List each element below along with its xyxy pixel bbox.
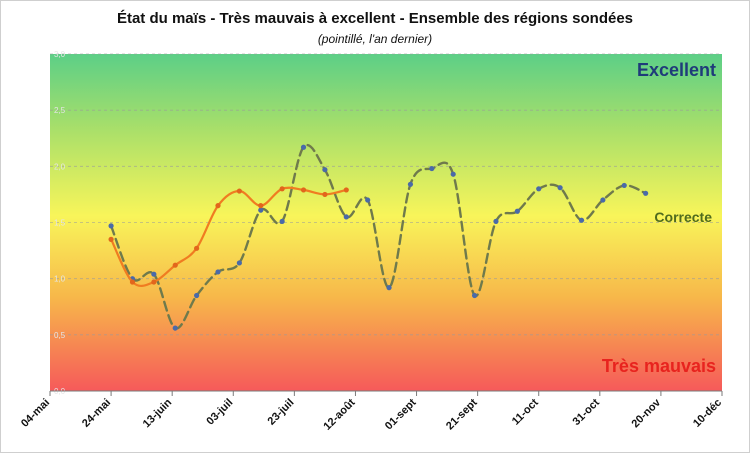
data-point (343, 214, 349, 220)
data-point (172, 325, 178, 331)
data-point (300, 144, 307, 150)
x-tick-label: 21-sept (444, 396, 480, 432)
data-point (194, 292, 200, 299)
series-line-dashed (109, 144, 647, 330)
band-label: Correcte (654, 209, 712, 225)
y-tick-label: 2,0 (54, 162, 66, 171)
y-tick-label: 1,5 (54, 219, 66, 228)
chart-subtitle: (pointillé, l'an dernier) (317, 32, 433, 46)
data-point (471, 292, 478, 299)
series-dashed (108, 144, 649, 331)
y-tick-label: 3,0 (54, 50, 66, 59)
data-point (215, 269, 221, 275)
x-tick-label: 11-oct (510, 396, 541, 427)
x-tick-label: 24-mai (80, 397, 113, 430)
data-point (129, 279, 136, 285)
band-label: Très mauvais (602, 356, 716, 376)
x-tick-label: 04-mai (19, 397, 52, 430)
data-point (386, 285, 392, 291)
x-tick-label: 01-sept (383, 396, 419, 432)
data-point (151, 279, 157, 285)
series-solid (108, 186, 349, 288)
data-point (514, 208, 520, 214)
data-point (643, 190, 649, 196)
series-layer (108, 144, 649, 331)
data-point (172, 262, 178, 268)
data-point (600, 197, 606, 203)
x-tick-label: 31-oct (571, 396, 603, 428)
data-point (429, 165, 435, 172)
data-point (108, 236, 114, 242)
data-point (536, 186, 542, 192)
data-point (194, 245, 200, 251)
y-tick-label: 0,5 (54, 331, 66, 340)
y-tick-label: 2,5 (54, 106, 66, 115)
data-point (279, 218, 285, 224)
data-point (343, 187, 349, 193)
data-point (407, 181, 414, 187)
data-point (322, 167, 328, 173)
data-point (151, 271, 157, 277)
data-point (236, 188, 242, 194)
data-point (215, 203, 221, 209)
data-point (493, 218, 499, 224)
data-point (300, 187, 307, 193)
x-tick-label: 23-juil (266, 397, 297, 428)
data-point (557, 185, 563, 191)
data-point (322, 191, 328, 198)
data-point (578, 217, 585, 223)
data-point (258, 207, 264, 213)
x-tick-label: 12-août (321, 396, 357, 432)
x-tick-label: 13-juin (141, 396, 175, 430)
y-tick-label: 1,0 (54, 275, 66, 284)
x-tick-label: 10-déc (691, 397, 724, 430)
data-point (621, 182, 627, 189)
data-point (258, 203, 264, 209)
data-point (450, 171, 456, 177)
band-labels: Excellent Correcte Très mauvais (602, 60, 716, 376)
data-point (365, 197, 371, 203)
x-tick-label: 20-nov (629, 396, 663, 430)
band-label: Excellent (637, 60, 716, 80)
chart-title: État du maïs - Très mauvais à excellent … (116, 10, 634, 27)
data-point (108, 223, 114, 229)
data-point (279, 186, 285, 192)
x-axis: 04-mai 24-mai 13-juin 03-juil 23-juil 12-août… (19, 390, 724, 433)
gridlines (50, 53, 722, 336)
x-tick-label: 03-juil (204, 397, 235, 428)
data-point (236, 260, 242, 266)
